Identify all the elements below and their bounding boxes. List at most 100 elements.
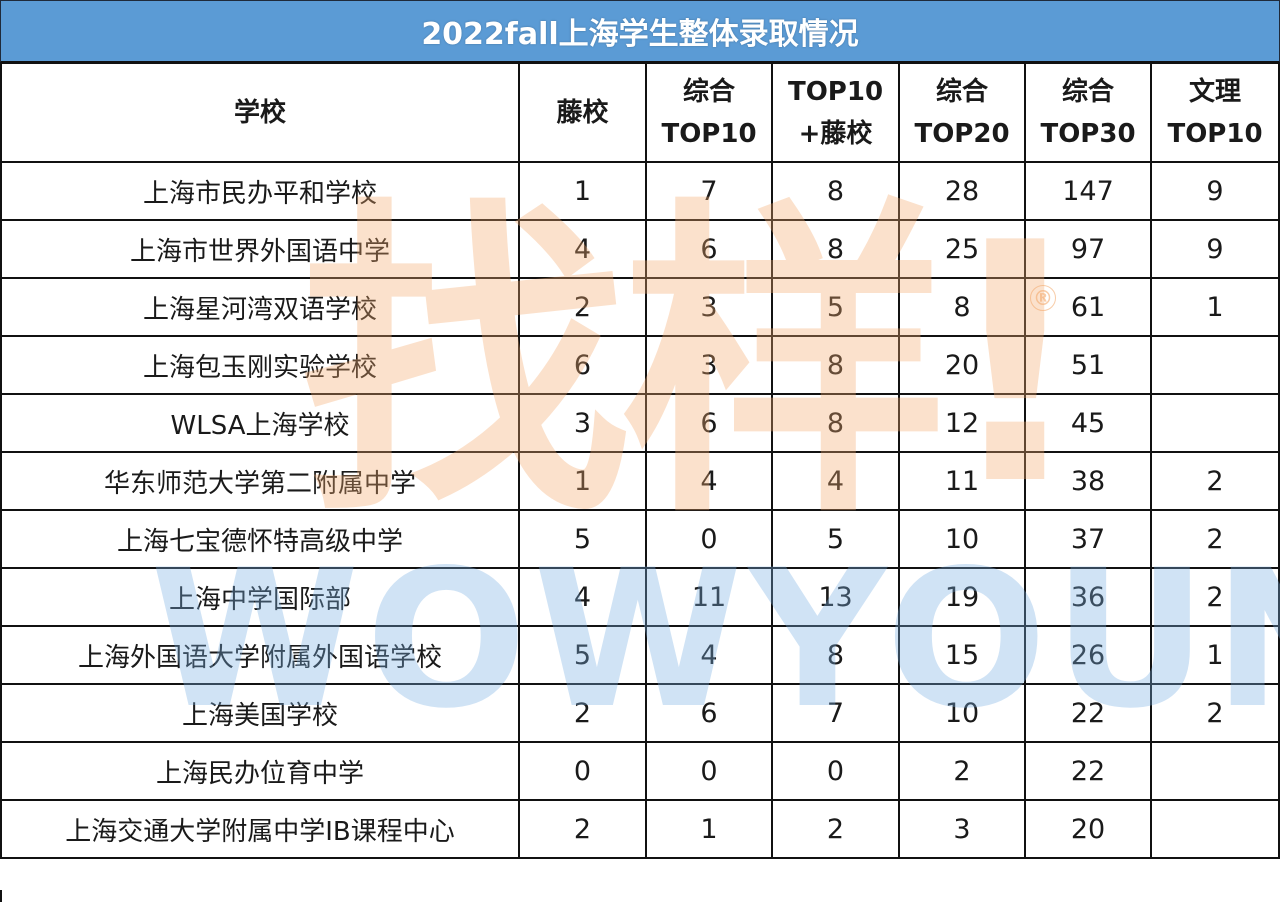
top10-ivy-cell: 8: [771, 219, 900, 279]
top20-cell: 25: [898, 219, 1026, 279]
top10-ivy-cell: 8: [771, 335, 900, 395]
school-cell: 上海外国语大学附属外国语学校: [0, 625, 520, 685]
top10-ivy-cell: 5: [771, 277, 900, 337]
lac-top10-cell: [1150, 393, 1280, 453]
top10-cell: 4: [645, 625, 773, 685]
top10-cell: 6: [645, 219, 773, 279]
table-row: 上海外国语大学附属外国语学校 5 4 8 15 26 1: [0, 625, 1280, 685]
top10-ivy-cell: 8: [771, 393, 900, 453]
table-row: 上海交通大学附属中学IB课程中心 2 1 2 3 20: [0, 799, 1280, 859]
lac-top10-cell: 1: [1150, 625, 1280, 685]
top10-cell: 4: [645, 451, 773, 511]
header-line2: TOP30: [1040, 118, 1136, 149]
top30-cell: 38: [1024, 451, 1152, 511]
top30-cell: 22: [1024, 683, 1152, 743]
top10-cell: 6: [645, 683, 773, 743]
header-ivy: 藤校: [518, 62, 647, 163]
lac-top10-cell: 2: [1150, 567, 1280, 627]
top10-cell: 0: [645, 509, 773, 569]
ivy-cell: 2: [518, 683, 647, 743]
school-cell: 上海民办位育中学: [0, 741, 520, 801]
top10-ivy-cell: 2: [771, 799, 900, 859]
header-line2: TOP10: [1167, 118, 1263, 149]
table-title: 2022fall上海学生整体录取情况: [0, 0, 1280, 63]
top10-cell: 3: [645, 277, 773, 337]
lac-top10-cell: 2: [1150, 683, 1280, 743]
top30-cell: 51: [1024, 335, 1152, 395]
header-lac-top10: 文理 TOP10: [1150, 62, 1280, 163]
header-line1: 综合: [682, 76, 735, 107]
table-body: 上海市民办平和学校 1 7 8 28 147 9 上海市世界外国语中学 4 6 8 25 97 9 上海星河…: [0, 161, 1280, 859]
header-line1: 综合: [935, 76, 988, 107]
top10-cell: 0: [645, 741, 773, 801]
top10-cell: 3: [645, 335, 773, 395]
school-cell: 华东师范大学第二附属中学: [0, 451, 520, 511]
ivy-cell: 1: [518, 451, 647, 511]
top20-cell: 11: [898, 451, 1026, 511]
top30-cell: 45: [1024, 393, 1152, 453]
header-top10: 综合 TOP10: [645, 62, 773, 163]
top10-ivy-cell: 13: [771, 567, 900, 627]
top20-cell: 20: [898, 335, 1026, 395]
school-cell: 上海星河湾双语学校: [0, 277, 520, 337]
top10-cell: 11: [645, 567, 773, 627]
header-school: 学校: [0, 62, 520, 163]
top20-cell: 10: [898, 509, 1026, 569]
lac-top10-cell: [1150, 741, 1280, 801]
ivy-cell: 4: [518, 567, 647, 627]
lac-top10-cell: 2: [1150, 509, 1280, 569]
ivy-cell: 4: [518, 219, 647, 279]
top20-cell: 19: [898, 567, 1026, 627]
header-line1: 藤校: [556, 97, 609, 128]
school-cell: 上海交通大学附属中学IB课程中心: [0, 799, 520, 859]
top30-cell: 97: [1024, 219, 1152, 279]
table-row: 上海七宝德怀特高级中学 5 0 5 10 37 2: [0, 509, 1280, 569]
top10-cell: 7: [645, 161, 773, 221]
header-top20: 综合 TOP20: [898, 62, 1026, 163]
top10-ivy-cell: 7: [771, 683, 900, 743]
school-cell: 上海市民办平和学校: [0, 161, 520, 221]
school-cell: 上海美国学校: [0, 683, 520, 743]
ivy-cell: 1: [518, 161, 647, 221]
top20-cell: 3: [898, 799, 1026, 859]
school-cell: 上海中学国际部: [0, 567, 520, 627]
lac-top10-cell: [1150, 799, 1280, 859]
ivy-cell: 0: [518, 741, 647, 801]
ivy-cell: 2: [518, 799, 647, 859]
table-row: 上海星河湾双语学校 2 3 5 8 61 1: [0, 277, 1280, 337]
table-row: WLSA上海学校 3 6 8 12 45: [0, 393, 1280, 453]
top20-cell: 28: [898, 161, 1026, 221]
lac-top10-cell: 2: [1150, 451, 1280, 511]
top20-cell: 8: [898, 277, 1026, 337]
top30-cell: 36: [1024, 567, 1152, 627]
lac-top10-cell: [1150, 335, 1280, 395]
header-top30: 综合 TOP30: [1024, 62, 1152, 163]
table-row: 上海市民办平和学校 1 7 8 28 147 9: [0, 161, 1280, 221]
top30-cell: 26: [1024, 625, 1152, 685]
top20-cell: 12: [898, 393, 1026, 453]
school-cell: 上海市世界外国语中学: [0, 219, 520, 279]
table-row: 华东师范大学第二附属中学 1 4 4 11 38 2: [0, 451, 1280, 511]
header-line1: 综合: [1061, 76, 1114, 107]
table-row: 上海市世界外国语中学 4 6 8 25 97 9: [0, 219, 1280, 279]
lac-top10-cell: 9: [1150, 219, 1280, 279]
header-line1: 学校: [233, 97, 286, 128]
top10-ivy-cell: 5: [771, 509, 900, 569]
top10-ivy-cell: 4: [771, 451, 900, 511]
top10-ivy-cell: 8: [771, 625, 900, 685]
table-row: 上海包玉刚实验学校 6 3 8 20 51: [0, 335, 1280, 395]
top10-ivy-cell: 0: [771, 741, 900, 801]
ivy-cell: 5: [518, 509, 647, 569]
ivy-cell: 2: [518, 277, 647, 337]
top20-cell: 15: [898, 625, 1026, 685]
top20-cell: 10: [898, 683, 1026, 743]
header-line1: TOP10: [787, 76, 884, 107]
header-line2: TOP20: [914, 118, 1010, 149]
top10-cell: 6: [645, 393, 773, 453]
table-row: 上海民办位育中学 0 0 0 2 22: [0, 741, 1280, 801]
school-cell: 上海包玉刚实验学校: [0, 335, 520, 395]
header-top10-ivy: TOP10 +藤校: [771, 62, 900, 163]
top30-cell: 37: [1024, 509, 1152, 569]
top30-cell: 22: [1024, 741, 1152, 801]
